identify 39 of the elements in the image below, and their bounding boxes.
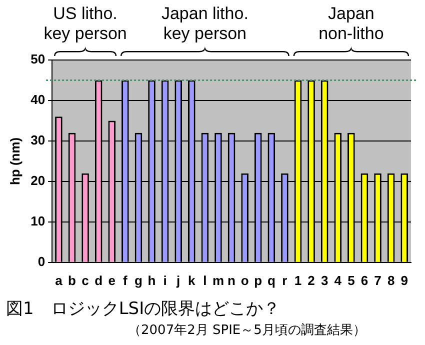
x-tick-label: 9 — [400, 272, 408, 288]
x-tick-label: k — [188, 272, 196, 288]
x-tick-label: c — [82, 272, 89, 288]
text: Japan litho. key person — [161, 4, 248, 44]
y-tick-label: 20 — [30, 173, 46, 188]
x-tick-label: o — [240, 272, 249, 288]
x-tick-label: p — [254, 272, 262, 288]
text: 図1 ロジックLSIの限界はどこか？ — [6, 298, 280, 320]
x-tick-label: n — [228, 272, 236, 288]
x-tick-label: h — [148, 272, 156, 288]
x-tick-label: q — [267, 272, 276, 288]
text: （2007年2月 SPIE～5月頃の調査結果） — [128, 322, 366, 339]
y-tick-label: 10 — [30, 214, 46, 228]
x-tick-label: i — [163, 272, 167, 288]
text: US litho. key person — [44, 4, 127, 44]
x-tick-label: f — [123, 272, 128, 288]
y-axis-title: hp (nm) — [7, 137, 22, 186]
x-tick-label: 3 — [320, 272, 328, 288]
y-tick-label: 30 — [30, 132, 46, 148]
x-tick-label: d — [94, 272, 103, 288]
text: Japan non-litho — [318, 4, 384, 44]
x-tick-label: 5 — [348, 272, 355, 288]
x-tick-label: l — [203, 272, 207, 288]
x-tick-label: r — [282, 272, 288, 288]
x-tick-label: 7 — [374, 272, 382, 288]
x-tick-label: b — [68, 272, 76, 288]
x-tick-label: 4 — [334, 272, 342, 288]
x-tick-label: j — [176, 272, 180, 288]
x-tick-label: a — [55, 272, 64, 288]
x-tick-label: m — [212, 272, 224, 288]
y-tick-label: 50 — [30, 52, 46, 67]
x-tick-label: e — [108, 272, 116, 288]
x-tick-label: 2 — [308, 272, 315, 288]
y-tick-label: 40 — [30, 92, 46, 108]
x-tick-label: 8 — [387, 272, 395, 288]
y-tick-label: 0 — [38, 254, 46, 269]
x-tick-label: 1 — [294, 272, 302, 288]
x-tick-label: 6 — [360, 272, 368, 288]
x-tick-label: g — [134, 272, 142, 288]
